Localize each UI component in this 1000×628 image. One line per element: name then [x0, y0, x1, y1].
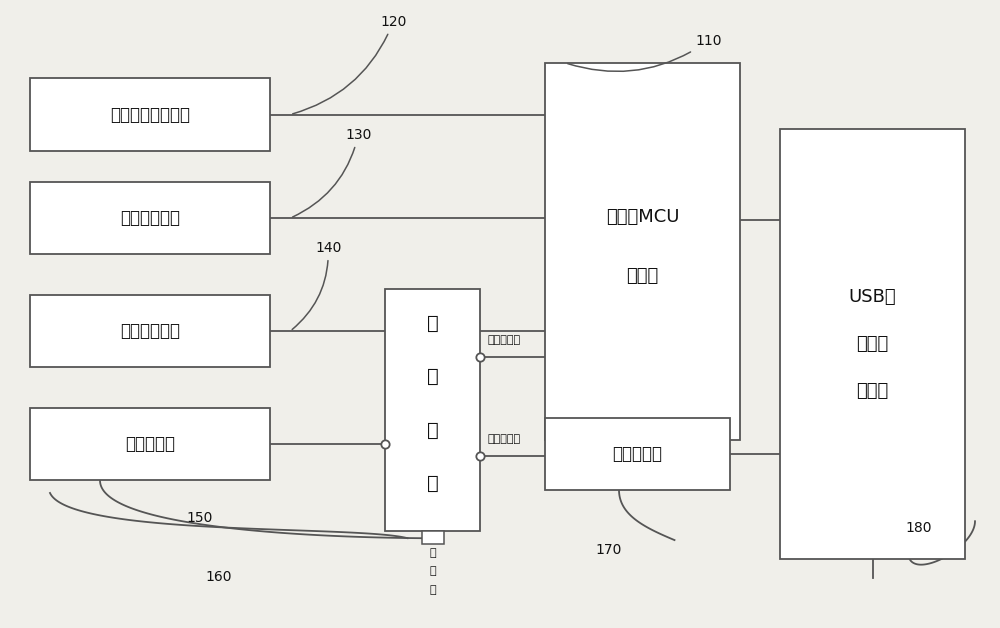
Text: 120: 120 [293, 15, 406, 114]
Text: 控: 控 [429, 548, 436, 558]
Text: USB协: USB协 [849, 288, 896, 306]
Text: 制: 制 [429, 566, 436, 577]
Text: 180: 180 [905, 521, 932, 534]
Text: 议型连: 议型连 [856, 335, 889, 353]
Bar [30, 408, 270, 480]
Text: 130: 130 [293, 128, 371, 217]
Text: 电源管理单元: 电源管理单元 [120, 209, 180, 227]
Text: 160: 160 [205, 570, 232, 583]
Bar [545, 63, 740, 440]
Text: 140: 140 [292, 241, 341, 330]
Bar [30, 295, 270, 367]
Text: 开: 开 [427, 421, 438, 440]
Text: 150: 150 [187, 511, 213, 525]
Bar [30, 182, 270, 254]
Text: 接端口: 接端口 [856, 382, 889, 400]
Bar [422, 531, 444, 544]
Bar [780, 129, 965, 559]
Text: 关: 关 [427, 474, 438, 493]
Text: 第一切换端: 第一切换端 [488, 335, 521, 345]
Text: 换: 换 [427, 367, 438, 386]
Text: 110: 110 [568, 34, 722, 72]
Text: 控制器: 控制器 [626, 268, 659, 285]
Text: 低功耗MCU: 低功耗MCU [606, 208, 679, 225]
Text: 170: 170 [595, 543, 621, 556]
Text: 读卡器单元: 读卡器单元 [613, 445, 663, 463]
Bar [385, 289, 480, 531]
Bar [30, 78, 270, 151]
Text: 心电采集放大单元: 心电采集放大单元 [110, 106, 190, 124]
Text: 切: 切 [427, 314, 438, 333]
Text: 端: 端 [429, 585, 436, 595]
Text: 数据通信单元: 数据通信单元 [120, 322, 180, 340]
Text: 内置存储器: 内置存储器 [125, 435, 175, 453]
Bar [545, 418, 730, 490]
Text: 第二切换端: 第二切换端 [488, 435, 521, 445]
